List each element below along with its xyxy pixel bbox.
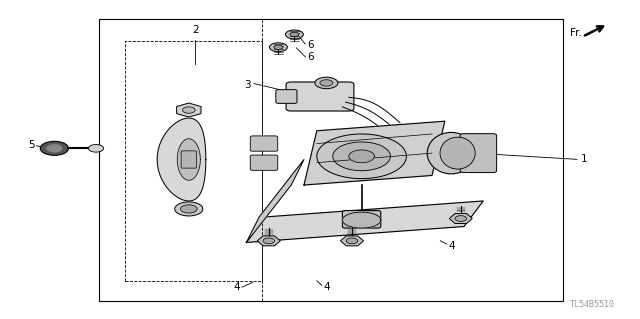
Ellipse shape [440,137,475,169]
Polygon shape [177,139,200,180]
Circle shape [315,77,338,89]
Ellipse shape [428,132,475,174]
FancyBboxPatch shape [181,151,196,168]
Polygon shape [304,121,445,185]
Circle shape [455,216,467,221]
Text: 3: 3 [244,79,251,90]
Circle shape [40,141,68,155]
Text: TL54B5510: TL54B5510 [570,300,614,309]
Polygon shape [342,212,381,228]
Circle shape [346,238,358,244]
Circle shape [290,32,299,37]
Polygon shape [157,118,206,201]
FancyBboxPatch shape [250,155,278,170]
Circle shape [88,145,104,152]
Text: 1: 1 [581,154,588,165]
FancyBboxPatch shape [460,134,497,173]
FancyBboxPatch shape [286,82,354,111]
Bar [125,41,262,281]
Text: 4: 4 [448,241,454,251]
Circle shape [182,107,195,113]
Circle shape [269,43,287,52]
Text: 4: 4 [323,282,330,292]
Text: 2: 2 [192,25,198,35]
Circle shape [320,80,333,86]
Text: 4: 4 [234,282,240,292]
Circle shape [175,202,203,216]
Circle shape [180,205,197,213]
Circle shape [263,238,275,244]
Text: 6: 6 [307,40,314,50]
Bar [99,19,563,301]
Circle shape [47,145,62,152]
Polygon shape [349,150,374,163]
Text: Fr.: Fr. [570,28,582,38]
FancyBboxPatch shape [250,136,278,151]
Text: 6: 6 [307,52,314,63]
FancyBboxPatch shape [276,90,297,103]
Circle shape [285,30,303,39]
FancyBboxPatch shape [342,211,381,228]
Circle shape [274,45,283,49]
Text: 5: 5 [29,140,35,150]
Polygon shape [246,201,483,242]
Polygon shape [246,160,304,242]
Polygon shape [317,134,406,179]
Polygon shape [333,142,390,171]
